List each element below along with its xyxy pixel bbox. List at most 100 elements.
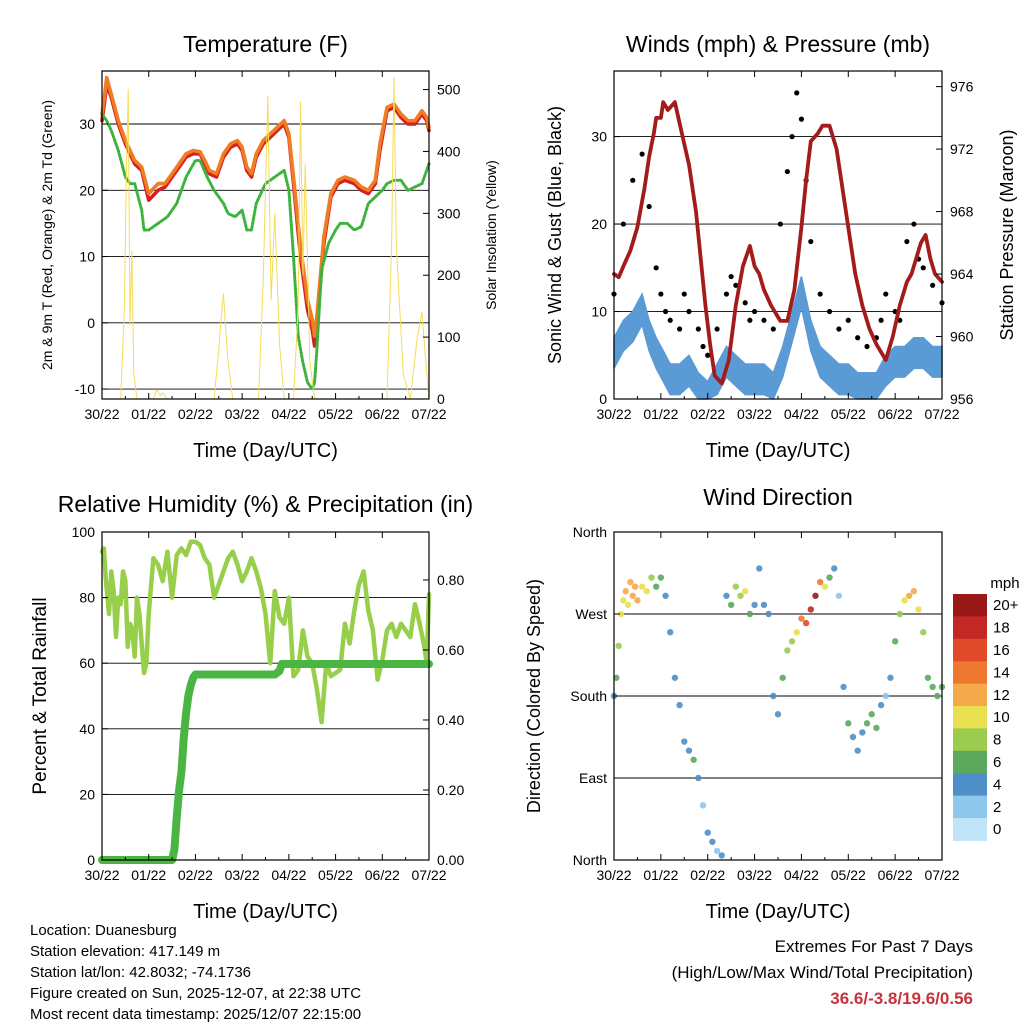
direction-point: [882, 692, 889, 700]
colorbar-label: 2: [993, 799, 1001, 816]
temperature-series-2m-t: [100, 82, 431, 348]
gust-point: [751, 308, 758, 315]
temperature-ytick-label: 20: [79, 182, 95, 198]
direction-point: [774, 711, 782, 718]
direction-point: [929, 683, 936, 691]
direction-point: [765, 610, 772, 618]
humidity-ytick-right-label: 0.60: [437, 642, 464, 658]
colorbar-label: 18: [993, 620, 1010, 637]
temperature-xtick-label: 06/22: [365, 406, 400, 422]
gust-point: [695, 326, 701, 332]
direction-point: [896, 610, 904, 618]
colorbar-swatch: [953, 661, 987, 685]
direction-point: [906, 592, 913, 599]
direction-point: [631, 583, 639, 590]
colorbar-label: 20+: [993, 597, 1019, 614]
colorbar-label: 16: [993, 642, 1010, 659]
temperature-xtick-label: 02/22: [178, 406, 213, 422]
gust-point: [705, 352, 711, 358]
gust-point: [714, 326, 720, 332]
colorbar-swatch: [953, 683, 987, 707]
gust-point: [798, 116, 805, 122]
winds-ytick-label: 30: [591, 129, 607, 145]
gust-point: [620, 221, 626, 227]
gust-point: [662, 308, 669, 315]
direction-point: [727, 601, 735, 609]
direction-point: [624, 601, 632, 609]
winds-xtick-label: 01/22: [643, 406, 678, 422]
gust-point: [920, 265, 926, 271]
wind_direction-xtick-label: 01/22: [643, 867, 678, 883]
temperature-ytick-label: 10: [79, 249, 95, 265]
direction-point: [652, 583, 660, 590]
direction-point: [718, 852, 725, 859]
temperature-ylabel-right: Solar Insolation (Yellow): [483, 160, 499, 310]
colorbar-swatch: [953, 773, 987, 797]
winds-ytick-label: 20: [591, 216, 607, 232]
colorbar-label: 8: [993, 732, 1001, 749]
direction-point: [784, 647, 791, 654]
direction-point: [812, 592, 819, 599]
direction-point: [788, 638, 796, 645]
direction-point: [807, 606, 814, 613]
direction-point: [877, 701, 885, 709]
temperature-ytick-right-label: 400: [437, 143, 461, 159]
humidity-ytick-label: 0: [87, 852, 95, 868]
gust-point: [667, 317, 673, 323]
direction-point: [620, 597, 627, 604]
gust-point: [681, 291, 687, 297]
gust-point: [728, 273, 734, 280]
winds-xtick-label: 30/22: [596, 406, 631, 422]
winds-ytick-label: 0: [599, 391, 607, 407]
humidity-ytick-right-label: 0.80: [437, 572, 464, 588]
winds-ytick-right-label: 976: [950, 79, 974, 95]
wind_direction-xtick-label: 07/22: [924, 867, 959, 883]
wind_direction-xlabel: Time (Day/UTC): [706, 901, 851, 923]
winds-ylabel-right: Station Pressure (Maroon): [997, 129, 1017, 340]
temperature-ytick-right-label: 100: [437, 329, 461, 345]
humidity-xtick-label: 01/22: [131, 867, 166, 883]
colorbar-label: 0: [993, 821, 1001, 838]
temperature-ytick-label: 30: [79, 116, 95, 132]
extremes-values: 36.6/-3.8/19.6/0.56: [830, 989, 973, 1008]
direction-point: [676, 701, 683, 709]
wind_direction-title: Wind Direction: [703, 484, 853, 510]
winds-ytick-right-label: 972: [950, 141, 974, 157]
direction-point: [629, 592, 636, 599]
colorbar-swatch: [953, 638, 987, 662]
direction-point: [723, 592, 730, 599]
direction-point: [648, 574, 655, 581]
gust-point: [653, 265, 659, 271]
temperature-xlabel: Time (Day/UTC): [193, 440, 338, 462]
humidity-ytick-right-label: 0.40: [437, 712, 464, 728]
gust-point: [878, 317, 884, 323]
direction-point: [901, 597, 908, 604]
direction-point: [845, 720, 852, 727]
colorbar-swatch: [953, 750, 987, 774]
wind_direction-ylabel: Direction (Colored By Speed): [524, 579, 544, 813]
gust-point: [747, 317, 753, 323]
direction-point: [737, 592, 744, 599]
gust-point: [777, 221, 783, 227]
winds-xtick-label: 06/22: [878, 406, 913, 422]
temperature-ytick-right-label: 500: [437, 82, 461, 98]
humidity-xtick-label: 06/22: [365, 867, 400, 883]
direction-point: [690, 756, 697, 763]
direction-point: [915, 606, 922, 613]
gust-point: [855, 335, 861, 341]
temperature-ytick-right-label: 0: [437, 391, 445, 407]
humidity-ytick-label: 100: [72, 524, 96, 540]
temperature-ytick-label: -10: [75, 381, 95, 397]
direction-point: [910, 588, 918, 595]
humidity-xtick-label: 30/22: [84, 867, 119, 883]
direction-point: [613, 674, 620, 681]
gust-point: [686, 308, 692, 315]
direction-point: [770, 692, 777, 700]
direction-point: [704, 829, 711, 836]
direction-point: [657, 574, 665, 581]
direction-point: [816, 578, 824, 586]
humidity-xlabel: Time (Day/UTC): [193, 901, 338, 923]
temperature-ytick-right-label: 200: [437, 267, 461, 283]
colorbar-swatch: [953, 728, 987, 752]
gust-point: [930, 282, 936, 288]
